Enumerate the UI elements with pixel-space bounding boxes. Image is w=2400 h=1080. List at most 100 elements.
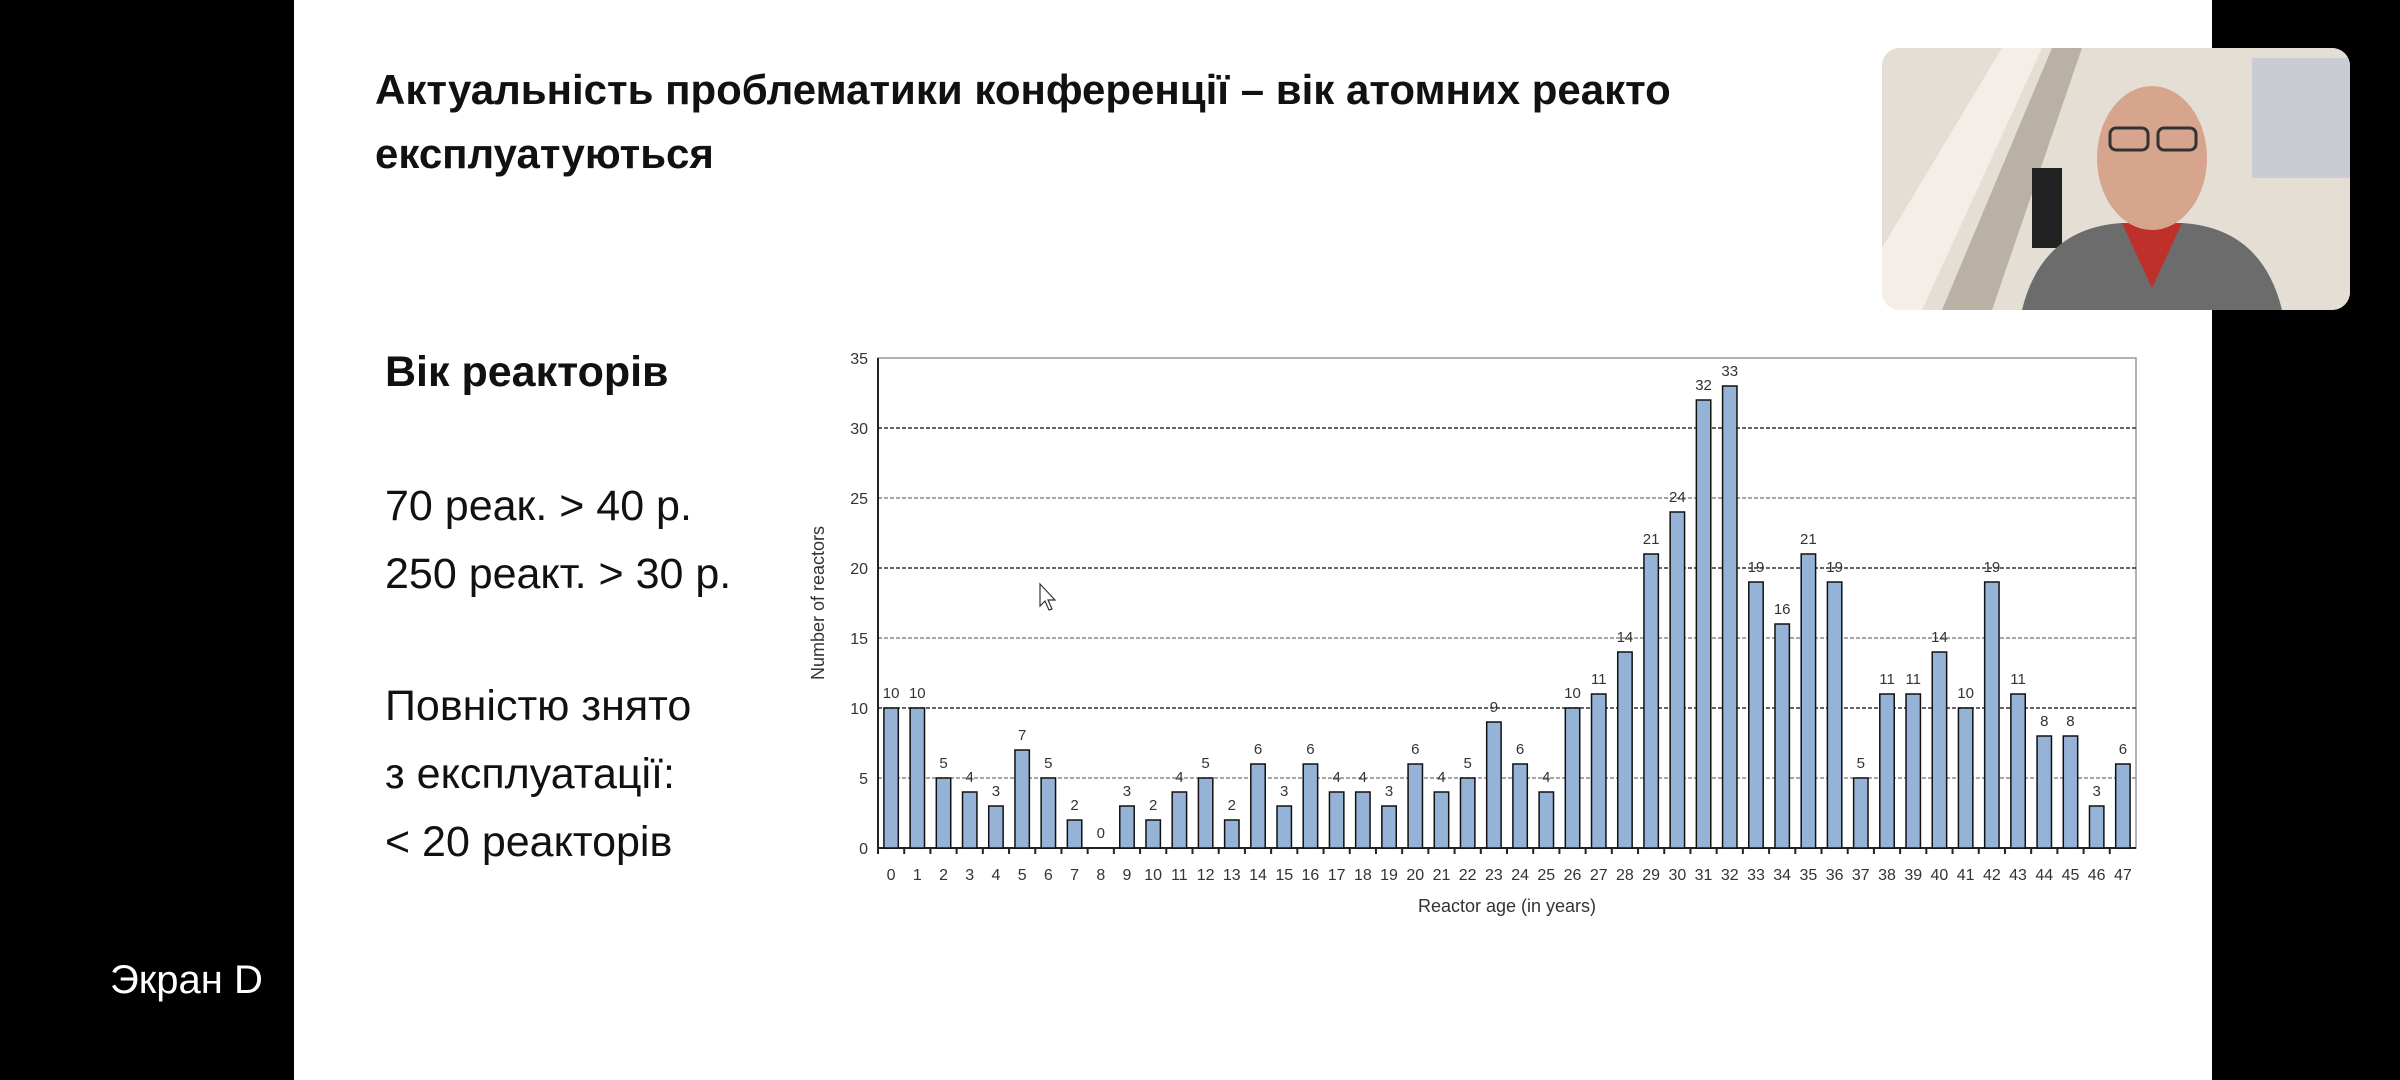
side-line: 250 реакт. > 30 р. <box>385 550 732 598</box>
bar <box>1538 791 1555 849</box>
x-tick-label: 29 <box>1642 867 1660 884</box>
x-tick-label: 37 <box>1852 867 1870 884</box>
data-label: 19 <box>1748 559 1765 576</box>
data-label: 32 <box>1695 377 1712 394</box>
data-label: 21 <box>1643 531 1660 548</box>
data-label: 2 <box>1070 797 1078 814</box>
x-tick-label: 21 <box>1433 867 1451 884</box>
bar <box>1879 693 1895 849</box>
data-label: 2 <box>1228 797 1236 814</box>
y-tick-label: 30 <box>850 421 868 438</box>
data-label: 5 <box>939 755 947 772</box>
x-tick-label: 42 <box>1983 867 2001 884</box>
data-label: 4 <box>1359 769 1367 786</box>
y-tick-label: 20 <box>850 561 868 578</box>
x-tick-label: 30 <box>1668 867 1686 884</box>
bar <box>1302 763 1319 849</box>
bar <box>1957 707 1974 849</box>
x-tick-label: 41 <box>1957 867 1975 884</box>
data-label: 11 <box>1905 671 1921 688</box>
y-tick-label: 25 <box>850 491 868 508</box>
data-label: 4 <box>1175 769 1183 786</box>
title-line-1: Актуальність проблематики конференції – … <box>375 66 1671 113</box>
bar <box>1014 749 1031 849</box>
data-label: 6 <box>1306 741 1314 758</box>
x-tick-label: 3 <box>965 867 974 884</box>
side-heading: Вік реакторів <box>385 348 669 396</box>
data-label: 14 <box>1931 629 1948 646</box>
presenter-video-icon <box>1882 48 2350 310</box>
x-tick-label: 24 <box>1511 867 1529 884</box>
bar <box>1197 777 1214 849</box>
bar <box>2114 763 2131 849</box>
x-tick-label: 14 <box>1249 867 1267 884</box>
bar <box>1905 693 1922 849</box>
data-label: 5 <box>1201 755 1209 772</box>
bar <box>2036 735 2053 849</box>
x-axis-label: Reactor age (in years) <box>1418 896 1596 916</box>
x-tick-label: 25 <box>1537 867 1555 884</box>
screen-share-caption: Экран D <box>110 958 263 1002</box>
data-label: 7 <box>1018 727 1026 744</box>
data-label: 3 <box>1280 783 1288 800</box>
x-tick-label: 47 <box>2114 867 2132 884</box>
data-label: 21 <box>1800 531 1817 548</box>
bar <box>1512 763 1529 849</box>
data-label: 19 <box>1826 559 1843 576</box>
x-tick-label: 10 <box>1144 867 1162 884</box>
bar <box>961 791 978 849</box>
bar <box>1459 777 1476 849</box>
data-label: 4 <box>1542 769 1550 786</box>
x-tick-label: 46 <box>2088 867 2106 884</box>
x-tick-label: 22 <box>1459 867 1477 884</box>
data-label: 16 <box>1774 601 1791 618</box>
y-tick-label: 35 <box>850 351 868 368</box>
x-tick-label: 18 <box>1354 867 1372 884</box>
x-tick-label: 26 <box>1564 867 1582 884</box>
x-tick-label: 44 <box>2035 867 2053 884</box>
data-label: 6 <box>1254 741 1262 758</box>
x-tick-label: 40 <box>1931 867 1949 884</box>
bar <box>1328 791 1345 849</box>
mouse-cursor-icon <box>1039 582 1057 611</box>
data-label: 4 <box>1332 769 1340 786</box>
x-tick-label: 8 <box>1096 867 1105 884</box>
data-label: 6 <box>1516 741 1524 758</box>
bar <box>1826 581 1843 849</box>
bar <box>1433 791 1450 849</box>
x-tick-label: 36 <box>1826 867 1844 884</box>
bar <box>1066 819 1083 849</box>
x-tick-label: 32 <box>1721 867 1739 884</box>
bar <box>1171 791 1188 849</box>
x-tick-label: 45 <box>2062 867 2080 884</box>
bar <box>1223 819 1240 849</box>
side-line: з експлуатації: <box>385 750 675 798</box>
data-label: 10 <box>909 685 926 702</box>
bar <box>1407 763 1424 849</box>
x-tick-label: 28 <box>1616 867 1634 884</box>
data-label: 6 <box>1411 741 1419 758</box>
webcam-video <box>1882 48 2350 310</box>
data-label: 8 <box>2066 713 2074 730</box>
bar <box>1119 805 1135 849</box>
slide-title: Актуальність проблематики конференції – … <box>375 58 1671 186</box>
data-label: 11 <box>2010 671 2026 688</box>
data-label: 5 <box>1857 755 1865 772</box>
x-tick-label: 31 <box>1695 867 1713 884</box>
data-label: 4 <box>1437 769 1445 786</box>
bar <box>1852 777 1869 849</box>
x-tick-label: 1 <box>913 867 922 884</box>
data-label: 5 <box>1044 755 1052 772</box>
bar <box>1250 763 1266 849</box>
bar <box>1381 805 1398 849</box>
data-label: 33 <box>1721 363 1738 380</box>
side-line: < 20 реакторів <box>385 818 673 866</box>
bar <box>2062 735 2079 849</box>
data-label: 10 <box>1564 685 1581 702</box>
y-tick-label: 15 <box>850 631 868 648</box>
x-tick-label: 43 <box>2009 867 2027 884</box>
bar <box>1721 385 1738 849</box>
data-label: 9 <box>1490 699 1498 716</box>
x-tick-label: 9 <box>1123 867 1132 884</box>
